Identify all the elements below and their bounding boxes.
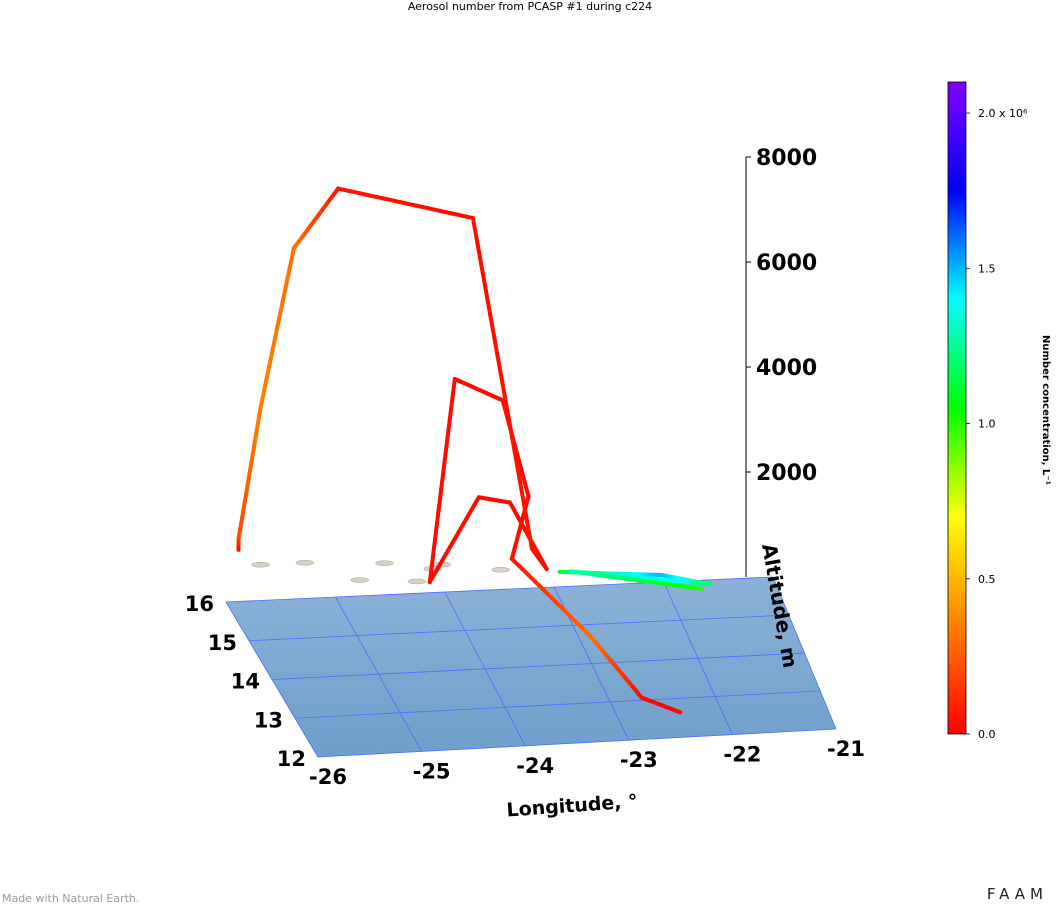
colorbar: 0.0 0.5 1.0 1.5 2.0 x 10⁶	[947, 81, 1028, 741]
latitude-tick-label: 13	[254, 708, 283, 732]
island	[350, 577, 370, 583]
longitude-tick-label: -23	[620, 748, 658, 772]
track-segment	[522, 505, 530, 524]
island	[251, 561, 270, 568]
track-segment	[520, 491, 527, 510]
track-segment	[500, 381, 507, 400]
latitude-ticks: 12 13 14 15 16	[185, 592, 306, 771]
latitude-tick-label: 14	[231, 670, 260, 694]
altitude-axis: 2000 4000 6000 8000	[745, 146, 817, 577]
track-segment	[475, 243, 483, 262]
longitude-tick-label: -21	[827, 737, 865, 761]
island	[295, 559, 315, 566]
colorbar-gradient	[947, 81, 967, 735]
latitude-tick-label: 16	[185, 592, 214, 616]
altitude-tick-label: 4000	[756, 356, 817, 381]
track-segment	[485, 298, 493, 317]
track-segment	[478, 257, 485, 276]
chart-title: Aerosol number from PCASP #1 during c224	[407, 0, 653, 13]
track-segment	[490, 326, 498, 345]
track-segment	[525, 519, 532, 537]
track-segment	[512, 450, 520, 469]
track-segment	[510, 436, 517, 455]
track-segment	[473, 229, 480, 248]
natural-earth-credit: Made with Natural Earth.	[2, 892, 140, 905]
parallel-line	[294, 690, 821, 719]
island-shapes	[251, 559, 511, 585]
track-segment	[483, 284, 490, 303]
track-segment	[470, 216, 478, 234]
faam-logo-text: FAAM	[986, 885, 1048, 903]
latitude-tick-label: 15	[208, 631, 237, 655]
track-segment	[493, 340, 500, 358]
colorbar-tick-label: 0.5	[978, 573, 996, 586]
altitude-tick-label: 8000	[756, 146, 817, 171]
altitude-tick-label: 6000	[756, 251, 817, 276]
latitude-tick-label: 12	[277, 747, 306, 771]
track-segment	[495, 353, 503, 372]
longitude-ticks: -26 -25 -24 -23 -22 -21	[309, 737, 865, 789]
track-segment	[488, 312, 495, 331]
track-segment	[517, 477, 525, 496]
island	[491, 567, 511, 573]
track-segment	[480, 271, 488, 289]
track-segment	[505, 408, 512, 427]
longitude-tick-label: -25	[413, 759, 451, 783]
track-segment	[507, 422, 515, 441]
colorbar-tick-label: 0.0	[978, 728, 996, 741]
longitude-tick-label: -24	[516, 754, 554, 778]
track-segment	[694, 586, 704, 591]
island	[407, 578, 427, 585]
parallel-line	[317, 728, 837, 758]
longitude-tick-label: -26	[309, 765, 347, 789]
track-segment	[527, 532, 534, 551]
parallel-line	[271, 652, 805, 680]
colorbar-tick-label: 2.0 x 10⁶	[978, 107, 1028, 120]
longitude-tick-label: -22	[723, 743, 761, 767]
track-segment	[502, 395, 510, 413]
track-segment	[515, 464, 522, 482]
x-axis-label: Longitude, °	[506, 790, 638, 821]
track-segment	[498, 367, 505, 386]
colorbar-label: Number concentration, L⁻¹	[1040, 335, 1051, 485]
island	[375, 560, 394, 566]
colorbar-tick-label: 1.0	[978, 418, 996, 431]
flight-track	[236, 186, 713, 715]
map-gridlines	[225, 576, 837, 758]
altitude-tick-label: 2000	[756, 461, 817, 486]
colorbar-tick-label: 1.5	[978, 262, 996, 275]
parallel-line	[248, 614, 789, 642]
